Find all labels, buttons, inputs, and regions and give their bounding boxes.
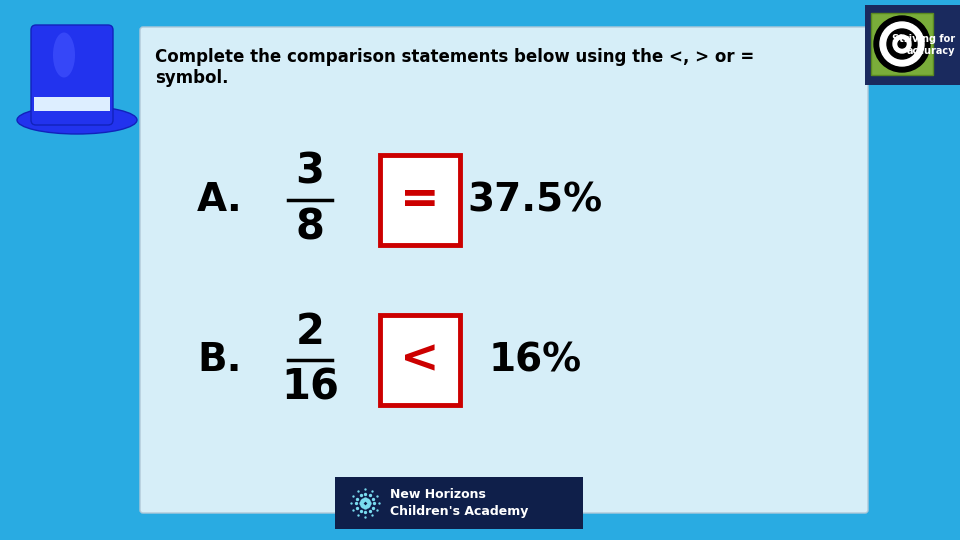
Bar xyxy=(380,155,460,245)
Ellipse shape xyxy=(17,106,137,134)
Text: 16: 16 xyxy=(281,367,339,409)
Bar xyxy=(871,13,933,75)
Text: 3: 3 xyxy=(296,151,324,193)
Text: B.: B. xyxy=(198,341,242,379)
Text: Striving for
accuracy: Striving for accuracy xyxy=(892,34,955,56)
Circle shape xyxy=(898,40,906,48)
FancyBboxPatch shape xyxy=(140,27,868,513)
Ellipse shape xyxy=(53,32,75,78)
Text: 8: 8 xyxy=(296,207,324,249)
Circle shape xyxy=(880,22,924,66)
Text: 37.5%: 37.5% xyxy=(468,181,603,219)
Text: Children's Academy: Children's Academy xyxy=(390,505,528,518)
Text: <: < xyxy=(400,338,440,382)
Circle shape xyxy=(893,35,911,53)
Text: 16%: 16% xyxy=(489,341,582,379)
Text: A.: A. xyxy=(197,181,243,219)
Bar xyxy=(34,97,110,111)
Bar xyxy=(335,477,583,529)
Bar xyxy=(865,5,960,85)
Text: 2: 2 xyxy=(296,311,324,353)
Bar xyxy=(380,315,460,405)
Text: =: = xyxy=(400,178,440,222)
Circle shape xyxy=(887,29,917,59)
Text: Complete the comparison statements below using the <, > or =
symbol.: Complete the comparison statements below… xyxy=(155,48,755,87)
FancyBboxPatch shape xyxy=(31,25,113,125)
Text: New Horizons: New Horizons xyxy=(390,488,486,501)
Circle shape xyxy=(874,16,930,72)
